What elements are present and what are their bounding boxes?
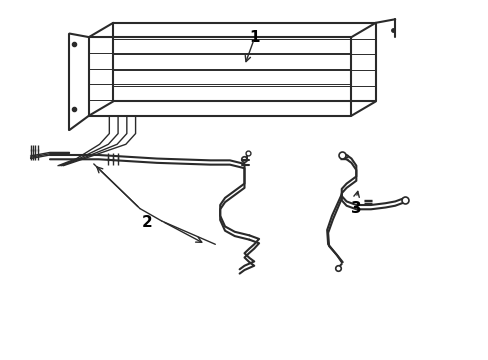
Text: 2: 2: [142, 215, 152, 230]
Text: 1: 1: [248, 30, 259, 45]
Text: 3: 3: [350, 201, 361, 216]
